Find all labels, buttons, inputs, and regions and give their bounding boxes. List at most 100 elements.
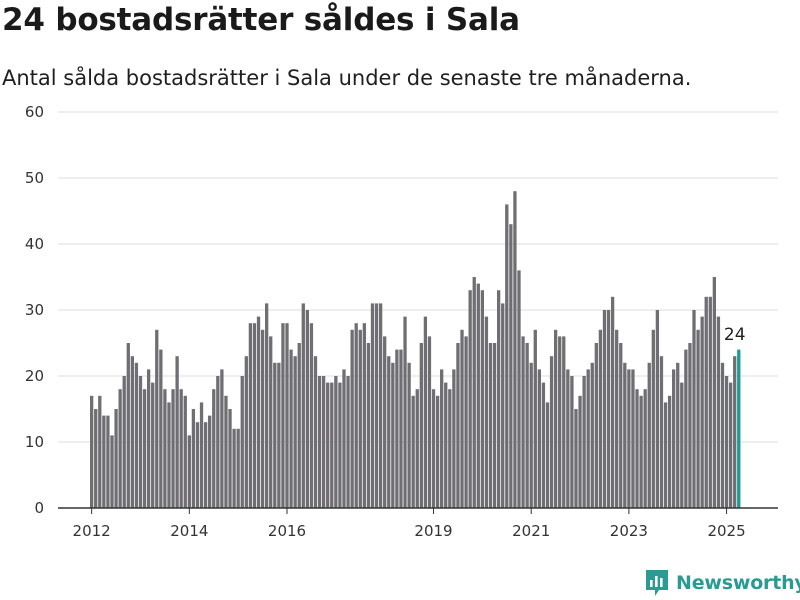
chart-subtitle: Antal sålda bostadsrätter i Sala under d… xyxy=(2,66,692,90)
bar xyxy=(102,415,106,508)
bar xyxy=(667,395,672,508)
bar xyxy=(708,296,712,508)
bar xyxy=(582,376,586,508)
y-tick-label: 40 xyxy=(25,235,44,253)
bar xyxy=(460,329,464,508)
bar xyxy=(594,343,598,508)
bar xyxy=(615,329,619,508)
bar xyxy=(94,409,98,508)
bar xyxy=(358,329,362,508)
bar xyxy=(244,356,248,508)
bar xyxy=(440,369,444,508)
bar xyxy=(696,329,700,508)
bar xyxy=(472,277,476,508)
bar xyxy=(309,323,314,508)
x-axis-ticks: 2012 2014 2016 2019 2021 2023 2025 xyxy=(73,508,746,540)
bar xyxy=(183,395,187,508)
bar xyxy=(224,395,228,508)
bar xyxy=(529,362,533,508)
bar xyxy=(676,362,680,508)
bar xyxy=(395,349,399,508)
bar xyxy=(179,389,183,508)
bar xyxy=(195,422,200,508)
bar xyxy=(704,296,708,508)
bar xyxy=(431,389,436,508)
bar xyxy=(419,343,423,508)
bar xyxy=(330,382,334,508)
brand-name: Newsworthy xyxy=(676,572,800,594)
bar xyxy=(549,356,554,508)
bar xyxy=(171,389,175,508)
bar xyxy=(415,389,419,508)
bar xyxy=(326,382,330,508)
bar xyxy=(383,336,387,508)
bar xyxy=(444,382,448,508)
bar xyxy=(212,389,216,508)
bar xyxy=(163,389,167,508)
bar xyxy=(313,356,318,508)
bar xyxy=(497,290,501,508)
bar xyxy=(354,323,358,508)
y-axis-ticks: 0 10 20 30 40 50 60 xyxy=(25,103,44,517)
bar xyxy=(423,316,428,508)
y-tick-label: 10 xyxy=(25,433,44,451)
newsworthy-logo: Newsworthy xyxy=(644,568,800,598)
bar xyxy=(590,362,594,508)
bar xyxy=(655,310,660,508)
bar xyxy=(167,402,171,508)
bar xyxy=(220,369,224,508)
bar xyxy=(159,349,163,508)
bar xyxy=(623,362,627,508)
bar xyxy=(606,310,611,508)
bar xyxy=(712,277,717,508)
bar xyxy=(338,382,342,508)
bar xyxy=(265,303,269,508)
bar xyxy=(545,402,550,508)
bar xyxy=(362,323,366,508)
bar xyxy=(733,356,737,508)
bar xyxy=(228,409,232,508)
bar xyxy=(374,303,379,508)
bar xyxy=(370,303,375,508)
bar xyxy=(517,270,521,508)
bar xyxy=(305,310,310,508)
newsworthy-logo-icon xyxy=(646,570,668,596)
y-tick-label: 30 xyxy=(25,301,44,319)
bar xyxy=(631,369,635,508)
bar xyxy=(142,389,147,508)
x-tick-label: 2019 xyxy=(414,522,452,540)
bar xyxy=(281,323,285,508)
bar xyxy=(256,316,261,508)
bar xyxy=(598,329,603,508)
bar xyxy=(321,376,326,508)
bar xyxy=(728,382,733,508)
bar xyxy=(110,435,114,508)
bar xyxy=(146,369,151,508)
y-tick-label: 50 xyxy=(25,169,44,187)
bar xyxy=(155,329,159,508)
bar xyxy=(537,369,541,508)
bar xyxy=(138,376,143,508)
bar xyxy=(574,409,578,508)
bar xyxy=(118,389,122,508)
x-tick-label: 2016 xyxy=(268,522,306,540)
bar xyxy=(619,343,623,508)
bar xyxy=(602,310,607,508)
bar xyxy=(342,369,346,508)
bar xyxy=(663,402,668,508)
bar xyxy=(216,376,220,508)
bar xyxy=(293,356,297,508)
bar xyxy=(277,362,281,508)
x-tick-label: 2023 xyxy=(610,522,648,540)
bar xyxy=(525,343,529,508)
bar xyxy=(558,336,562,508)
bar xyxy=(541,382,546,508)
bar xyxy=(586,369,590,508)
bar xyxy=(236,428,240,508)
bar xyxy=(480,290,485,508)
bar xyxy=(134,362,139,508)
bar xyxy=(627,369,631,508)
bar xyxy=(248,323,253,508)
bar xyxy=(122,376,126,508)
